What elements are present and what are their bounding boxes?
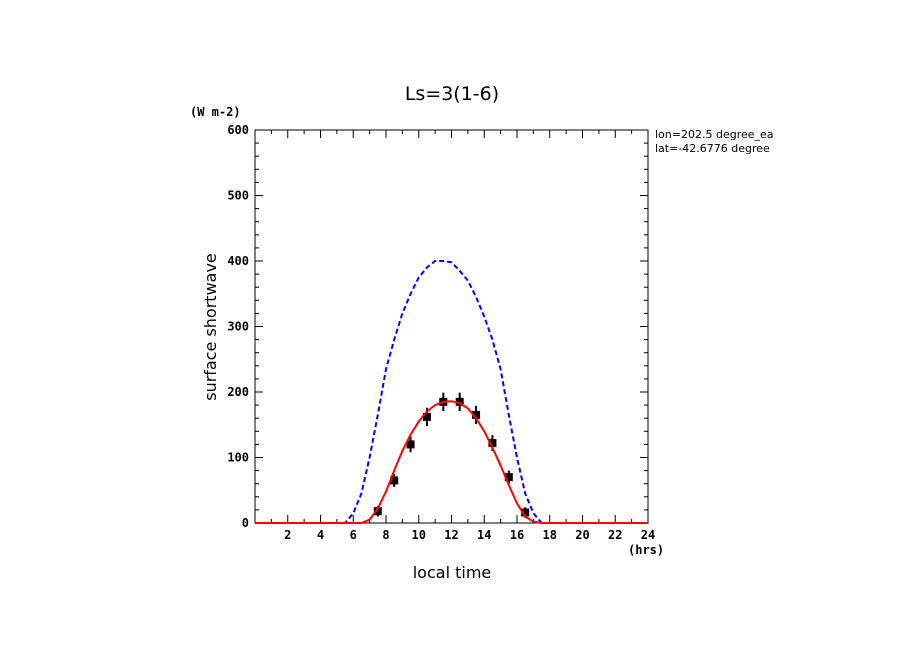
observation-point xyxy=(373,507,382,516)
model-solid-line xyxy=(255,400,648,524)
observation-point xyxy=(455,397,464,406)
observation-point xyxy=(390,476,399,485)
x-tick-label: 14 xyxy=(477,528,491,542)
x-tick-label: 8 xyxy=(382,528,389,542)
y-tick-label: 400 xyxy=(227,254,249,268)
y-axis-label: surface shortwave xyxy=(201,253,220,401)
y-unit-label: (W m-2) xyxy=(190,105,241,119)
y-tick-label: 100 xyxy=(227,451,249,465)
series-layer xyxy=(255,260,648,524)
x-tick-label: 18 xyxy=(543,528,557,542)
x-tick-label: 16 xyxy=(510,528,524,542)
y-tick-label: 200 xyxy=(227,385,249,399)
observation-point xyxy=(422,412,431,421)
annotation-lat: lat=-42.6776 degree xyxy=(655,142,770,155)
chart-title: Ls=3(1-6) xyxy=(405,83,499,105)
annotation-lon: lon=202.5 degree_ea xyxy=(655,128,774,141)
x-tick-label: 10 xyxy=(412,528,426,542)
observation-point xyxy=(406,440,415,449)
axis-ticks xyxy=(254,129,649,524)
observation-point xyxy=(472,410,481,419)
y-tick-label: 300 xyxy=(227,320,249,334)
x-unit-label: (hrs) xyxy=(628,543,664,557)
x-tick-label: 24 xyxy=(641,528,655,542)
x-tick-label: 22 xyxy=(608,528,622,542)
y-tick-label: 500 xyxy=(227,189,249,203)
x-tick-label: 2 xyxy=(284,528,291,542)
x-tick-label: 4 xyxy=(317,528,324,542)
x-tick-label: 12 xyxy=(444,528,458,542)
y-tick-label: 600 xyxy=(227,123,249,137)
observation-point xyxy=(488,439,497,448)
toa-dashed-line xyxy=(255,260,648,524)
observation-point xyxy=(504,473,513,482)
x-tick-label: 20 xyxy=(575,528,589,542)
observation-point xyxy=(521,508,530,517)
x-tick-label: 6 xyxy=(350,528,357,542)
y-tick-label: 0 xyxy=(242,516,249,530)
plot-frame xyxy=(254,129,649,524)
x-axis-label: local time xyxy=(413,563,492,582)
